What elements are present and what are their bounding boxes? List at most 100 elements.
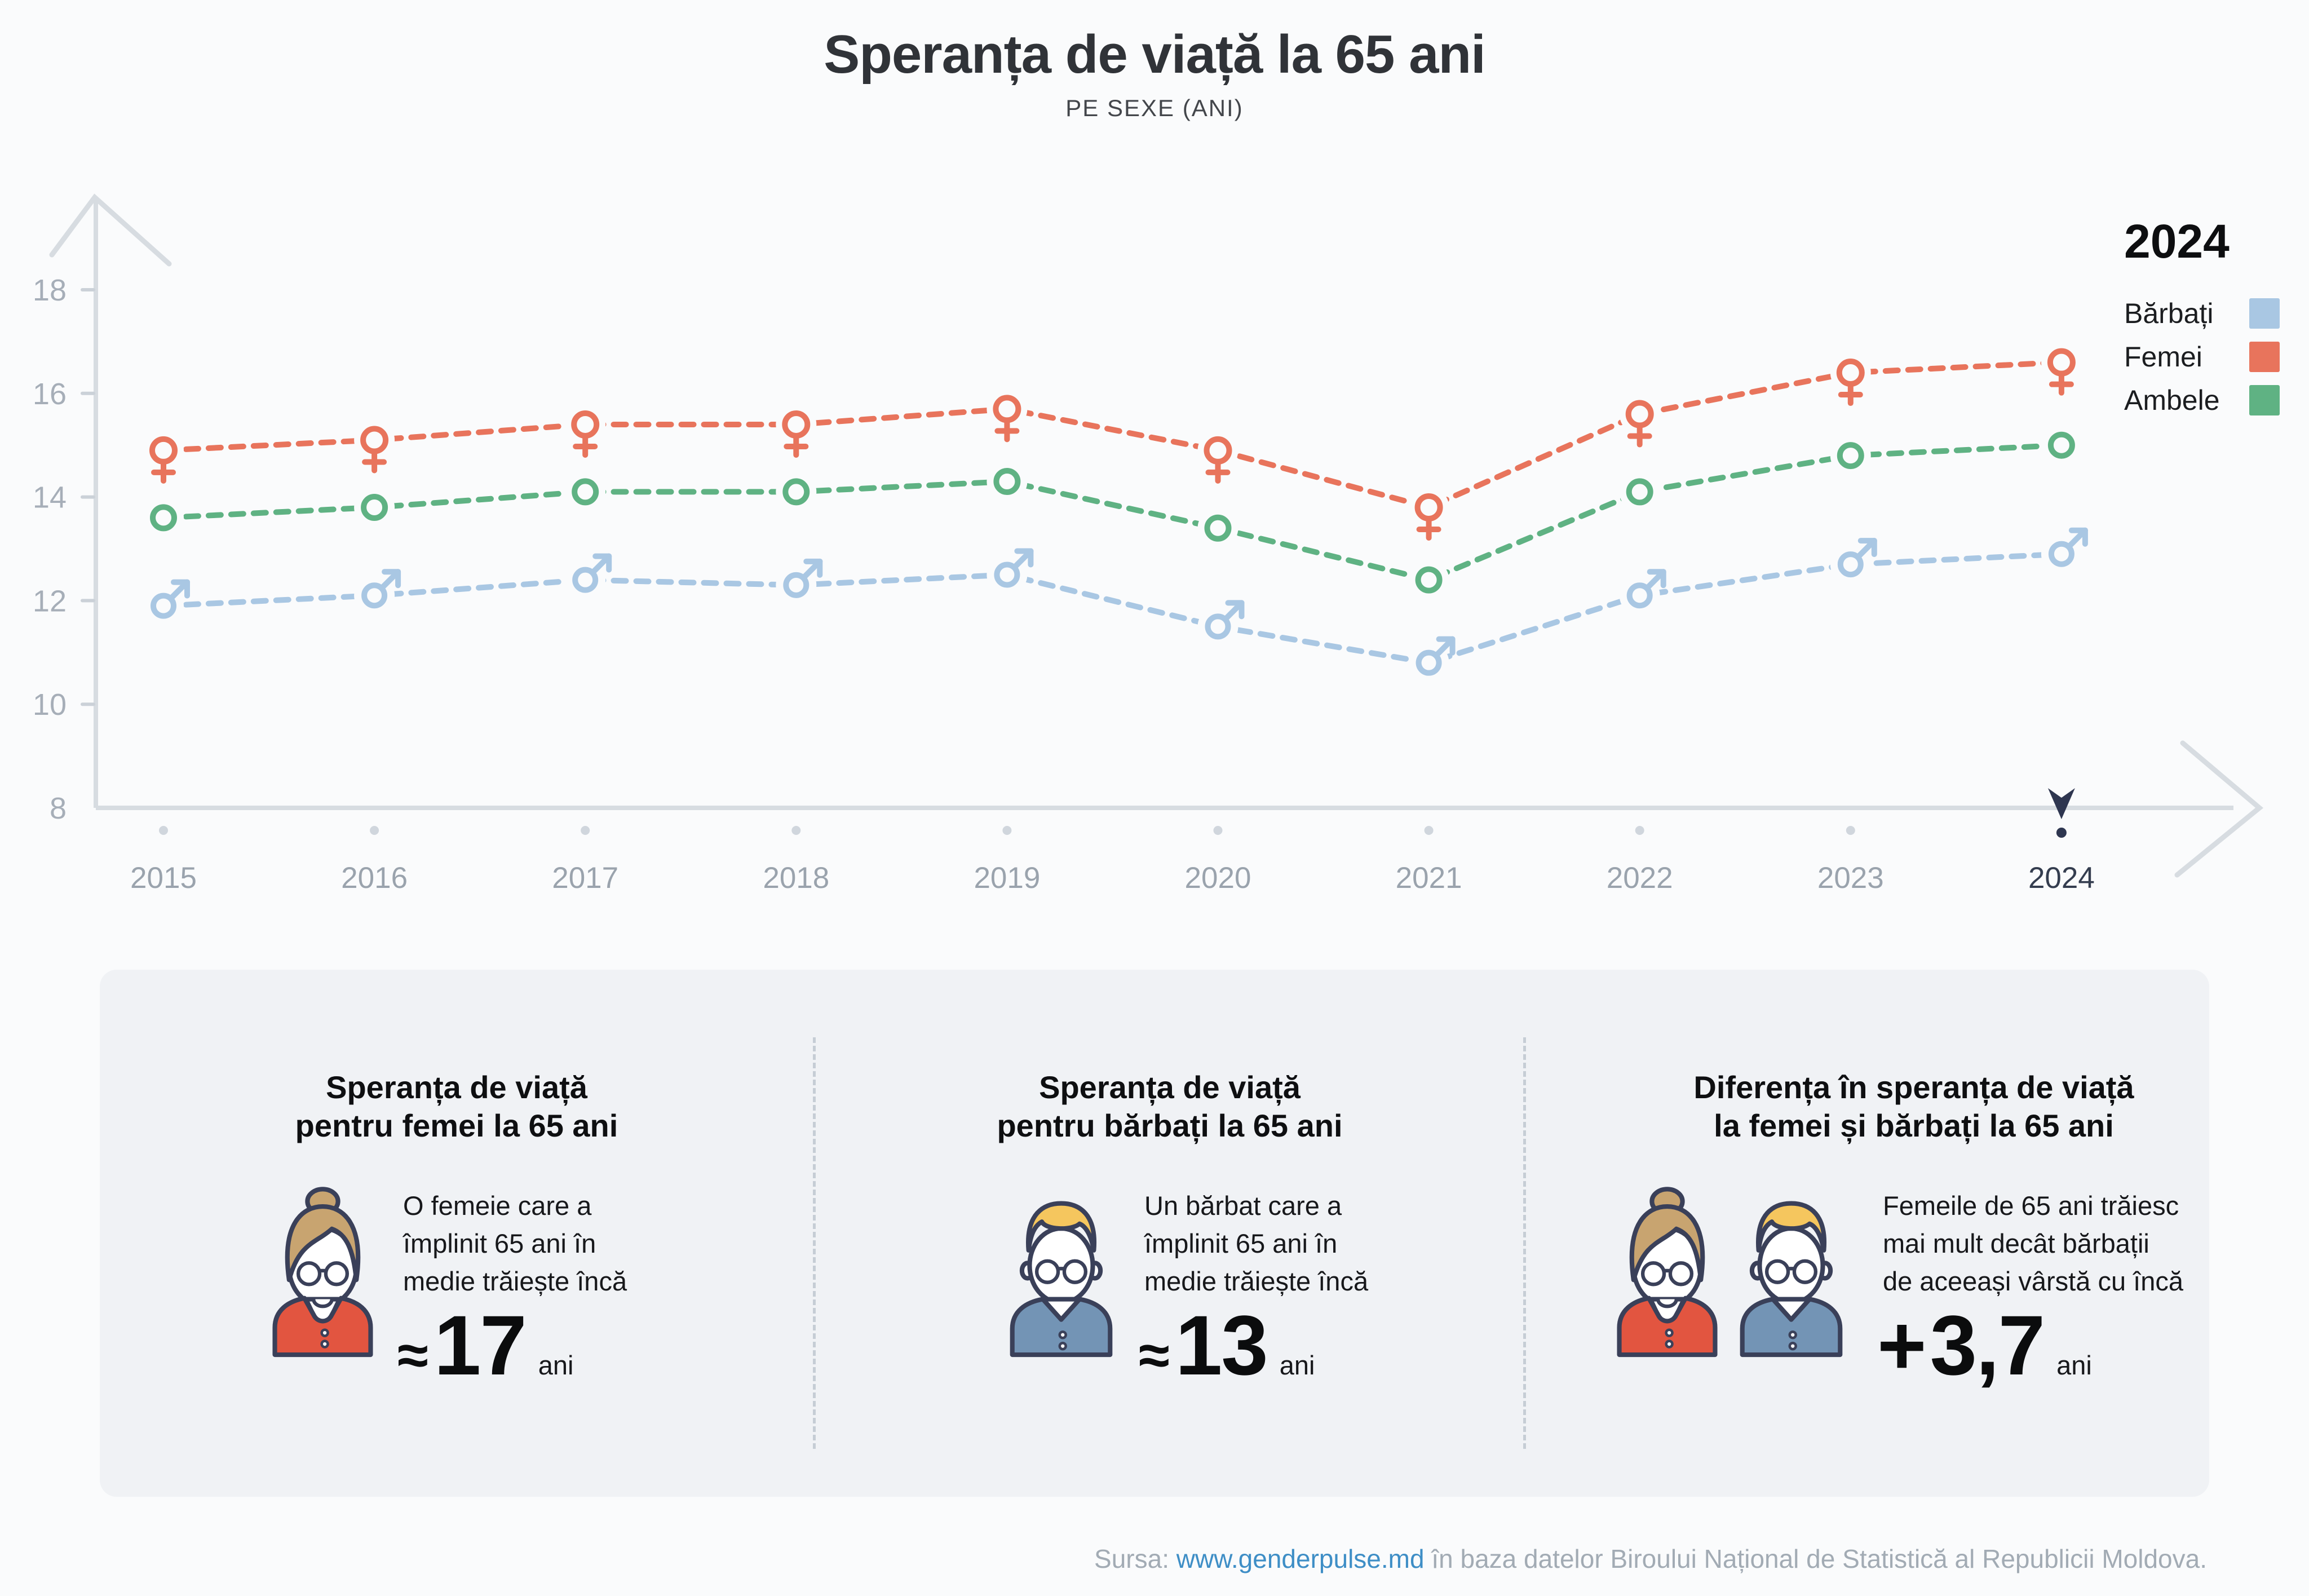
male-symbol-icon <box>1205 613 1231 640</box>
marker-halo <box>1830 435 1871 476</box>
card-separator <box>1523 1037 1526 1449</box>
both-sexes-marker <box>1204 514 1232 542</box>
woman-icon <box>272 1187 373 1358</box>
card-separator <box>813 1037 816 1449</box>
y-tick-label: 14 <box>33 481 67 515</box>
y-tick-label: 18 <box>33 273 67 307</box>
chart-legend: 2024 Bărbați Femei Ambele <box>2124 214 2280 422</box>
legend-year: 2024 <box>2124 215 2230 268</box>
both-sexes-marker <box>1415 566 1443 594</box>
card-difference-title: Diferența în speranța de viață la femei … <box>1693 1069 2134 1143</box>
marker-halo <box>565 404 606 445</box>
x-year-label: 2024 <box>2028 861 2095 895</box>
legend-swatch-ambele <box>2249 384 2280 415</box>
man-icon <box>1740 1201 1843 1358</box>
card-women-text: O femeie care a împlinit 65 ani în medie… <box>403 1191 627 1296</box>
both-sexes-marker <box>572 478 599 506</box>
marker-halo <box>776 404 817 445</box>
marker-halo <box>143 497 184 538</box>
legend-label-barbati: Bărbați <box>2124 297 2214 329</box>
both-sexes-marker <box>361 493 388 521</box>
card-men-text: Un bărbat care a împlinit 65 ani în medi… <box>1144 1191 1369 1296</box>
x-year-label: 2022 <box>1607 861 1673 895</box>
series-line-female <box>161 359 2064 511</box>
x-year-label: 2018 <box>763 861 829 895</box>
x-axis-arrow <box>2174 740 2264 878</box>
marker-halo <box>987 461 1028 502</box>
year-dot <box>1424 826 1434 835</box>
marker-halo <box>2041 342 2082 383</box>
x-year-label: 2016 <box>341 861 408 895</box>
male-symbol-icon <box>1837 551 1864 578</box>
card-women-value: ≈ 17 ani <box>397 1298 574 1392</box>
year-dot <box>1213 826 1223 835</box>
legend-swatch-femei <box>2249 341 2280 372</box>
marker-halo <box>565 471 606 512</box>
summary-cards-panel: Speranța de viață pentru femei la 65 ani… <box>100 970 2209 1497</box>
marker-halo <box>776 471 817 512</box>
current-year-dot <box>2056 828 2067 838</box>
card-difference-text: Femeile de 65 ani trăiesc mai mult decât… <box>1883 1191 2183 1296</box>
y-tick-label: 12 <box>33 584 67 618</box>
series-line-male <box>161 551 2064 666</box>
plus-symbol: + <box>1877 1298 1927 1392</box>
male-symbol-icon <box>994 562 1020 588</box>
male-symbol-icon <box>361 582 388 609</box>
approx-symbol: ≈ <box>1139 1324 1170 1387</box>
legend-label-femei: Femei <box>2124 341 2202 373</box>
marker-halo <box>1197 507 1238 549</box>
both-sexes-marker <box>2047 431 2075 459</box>
y-tick-label: 8 <box>50 792 67 825</box>
y-tick-label: 10 <box>33 688 67 722</box>
y-axis-arrow <box>49 193 172 267</box>
male-symbol-icon <box>2048 541 2074 567</box>
marker-halo <box>987 388 1028 430</box>
year-dot <box>1846 826 1855 835</box>
marker-halo <box>1619 471 1660 512</box>
y-tick-label: 16 <box>33 377 67 411</box>
x-year-label: 2017 <box>552 861 618 895</box>
year-dot <box>1002 826 1012 835</box>
marker-halo <box>1408 559 1449 600</box>
woman-icon <box>1617 1187 1718 1358</box>
legend-item-barbati: Bărbați <box>2124 291 2280 335</box>
legend-item-femei: Femei <box>2124 335 2280 378</box>
legend-item-ambele: Ambele <box>2124 378 2280 422</box>
both-sexes-marker <box>150 504 177 532</box>
current-year-pointer <box>2047 788 2075 819</box>
marker-halo <box>354 419 395 461</box>
man-icon <box>1010 1201 1113 1358</box>
year-dot <box>159 826 168 835</box>
x-year-label: 2015 <box>130 861 197 895</box>
marker-halo <box>354 487 395 528</box>
card-women-title: Speranța de viață pentru femei la 65 ani <box>295 1069 618 1143</box>
x-year-label: 2019 <box>974 861 1040 895</box>
year-dot <box>1635 826 1644 835</box>
marker-halo <box>1408 487 1449 528</box>
marker-halo <box>1830 352 1871 394</box>
year-dot <box>581 826 590 835</box>
x-year-label: 2023 <box>1817 861 1884 895</box>
male-symbol-icon <box>1626 582 1653 609</box>
x-year-label: 2020 <box>1185 861 1251 895</box>
header: Speranța de viață la 65 ani PE SEXE (ANI… <box>0 24 2309 122</box>
male-symbol-icon <box>151 593 176 619</box>
page-title: Speranța de viață la 65 ani <box>824 24 1486 85</box>
source-note: Sursa: www.genderpulse.md în baza datelo… <box>1094 1544 2207 1573</box>
series-line-circle <box>161 442 2064 583</box>
both-sexes-marker <box>1626 478 1653 506</box>
both-sexes-marker <box>1837 442 1864 470</box>
legend-label-ambele: Ambele <box>2124 384 2220 416</box>
male-symbol-icon <box>783 572 810 598</box>
marker-halo <box>1197 430 1238 471</box>
x-year-label: 2021 <box>1396 861 1462 895</box>
year-dot <box>791 826 801 835</box>
page-subtitle: PE SEXE (ANI) <box>1065 95 1244 121</box>
marker-halo <box>2041 425 2082 466</box>
marker-halo <box>143 430 184 471</box>
life-expectancy-line-chart: 8 10 12 14 16 18 2015 2016 2017 2018 2019 2020 2021 2… <box>33 193 2264 895</box>
year-dot <box>370 826 379 835</box>
both-sexes-marker <box>782 478 810 506</box>
genderpulse-link[interactable]: www.genderpulse.md <box>1176 1544 1425 1573</box>
marker-halo <box>1619 394 1660 435</box>
